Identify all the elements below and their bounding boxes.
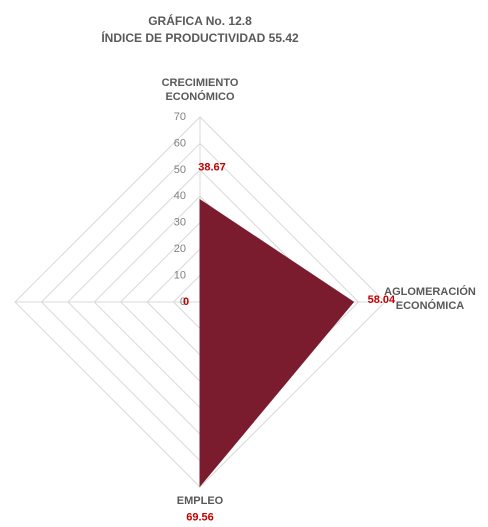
chart-title: GRÁFICA No. 12.8 (148, 14, 252, 28)
tick-label: 10 (174, 269, 186, 281)
data-label: 38.67 (198, 162, 226, 174)
tick-label: 30 (174, 217, 186, 229)
data-label: 69.56 (186, 512, 214, 524)
category-label: AGLOMERACIÓN ECONÓMICA (384, 286, 476, 312)
data-label: 0 (183, 296, 189, 308)
tick-label: 70 (174, 111, 186, 123)
chart-subtitle: ÍNDICE DE PRODUCTIVIDAD 55.42 (101, 31, 299, 45)
tick-label: 50 (174, 164, 186, 176)
tick-label: 20 (174, 243, 186, 255)
radar-area (199, 198, 355, 488)
tick-label: 60 (174, 137, 186, 149)
data-label: 58.04 (368, 294, 396, 306)
category-label: CRECIMIENTO ECONÓMICO (161, 77, 239, 103)
tick-label: 0 (180, 296, 186, 308)
category-label: EMPLEO (176, 495, 224, 507)
tick-label: 40 (174, 190, 186, 202)
